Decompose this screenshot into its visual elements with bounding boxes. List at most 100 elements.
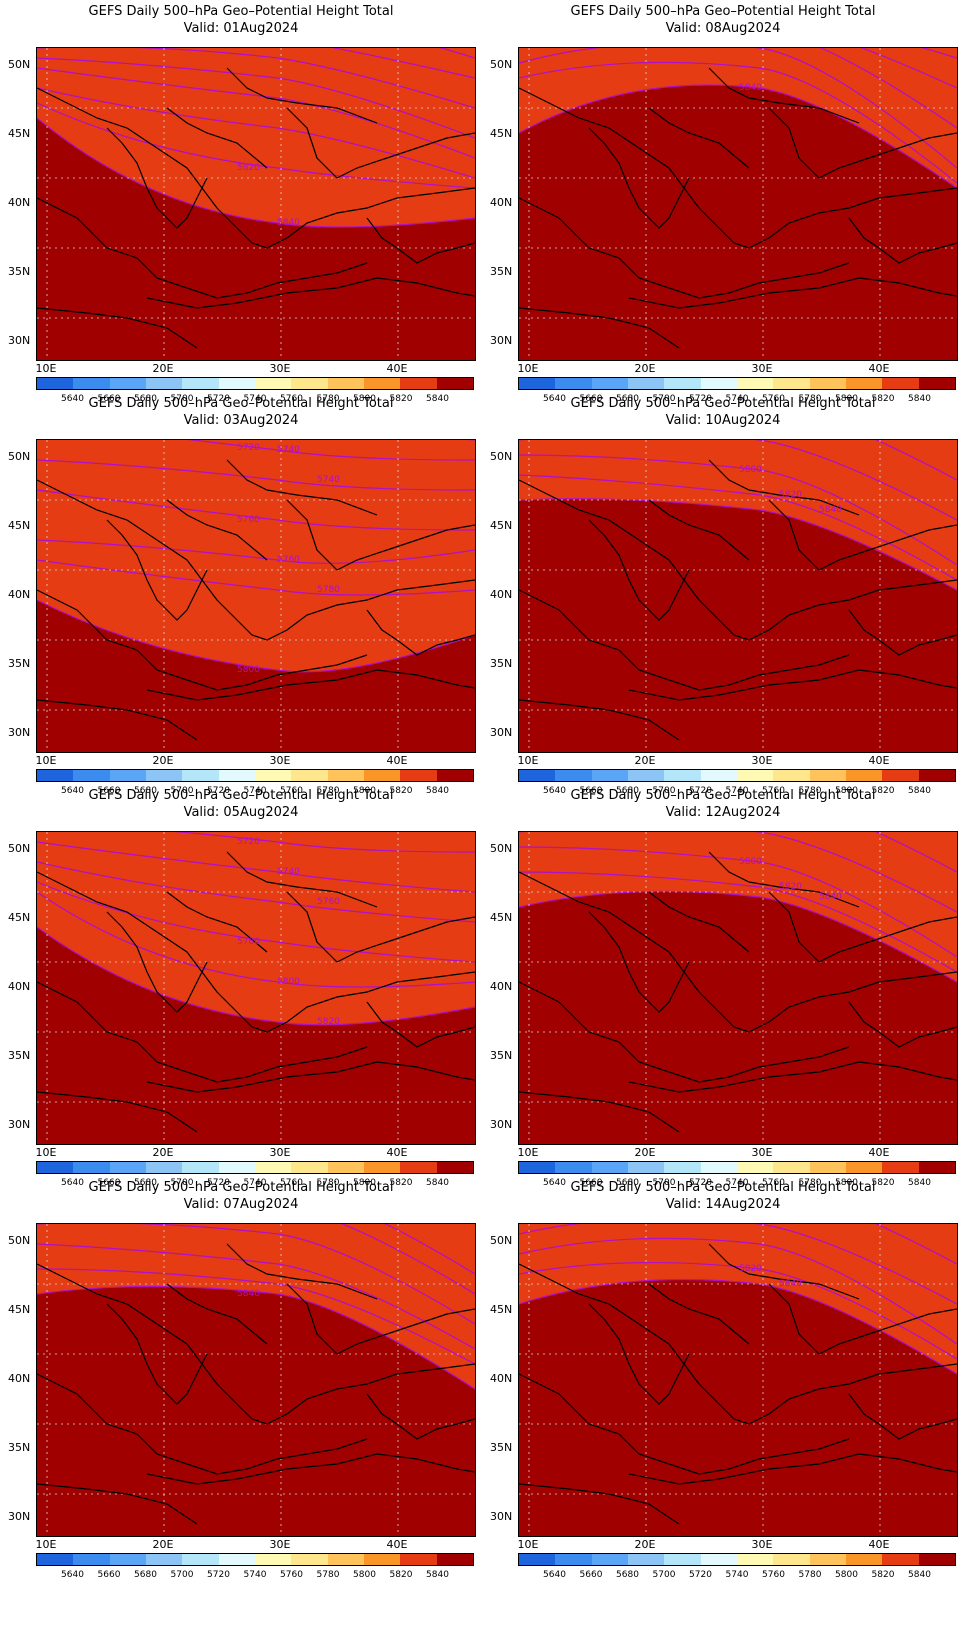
- height-band: [519, 440, 957, 590]
- contour-line: [173, 832, 475, 853]
- colorbar-swatch: [882, 770, 919, 781]
- colorbar-label: 5780: [798, 1178, 822, 1188]
- coastline: [818, 132, 957, 179]
- colorbar-label: 5640: [543, 394, 566, 404]
- map-area: 5800 5820 5840: [518, 831, 958, 1145]
- lat-tick-label: 35N: [490, 657, 513, 670]
- colorbar-swatch: [291, 378, 328, 389]
- colorbar-label: 5640: [543, 1570, 566, 1580]
- panel-title: GEFS Daily 500–hPa Geo–Potential Height …: [482, 3, 964, 37]
- coastline: [37, 699, 198, 741]
- contour-line: [519, 1237, 957, 1345]
- colorbar-label: 5700: [652, 1178, 676, 1188]
- colorbar-swatch: [773, 770, 810, 781]
- coastline: [519, 87, 957, 249]
- colorbar-swatch: [182, 1162, 219, 1173]
- colorbar-swatch: [845, 770, 883, 781]
- colorbar-label: 5820: [871, 394, 895, 404]
- contour-line: [519, 48, 957, 129]
- map-area: 5820 5840: [518, 1223, 958, 1537]
- colorbar-swatch: [109, 1162, 146, 1173]
- colorbar-swatch: [254, 1162, 292, 1173]
- contour-line: [519, 454, 957, 566]
- colorbar: [518, 377, 956, 390]
- colorbar-swatch: [327, 378, 364, 389]
- colorbar-label: 5660: [97, 1570, 121, 1580]
- colorbar-label: 5840: [908, 786, 931, 796]
- colorbar-label: 5700: [652, 1570, 676, 1580]
- lat-tick-label: 35N: [8, 1049, 31, 1062]
- colorbar-label: 5780: [316, 1570, 340, 1580]
- colorbar-label: 5680: [616, 1178, 639, 1188]
- colorbar-label: 5840: [426, 1570, 449, 1580]
- colorbar-swatch: [363, 1162, 401, 1173]
- colorbar-label: 5740: [725, 786, 749, 796]
- panel-title: GEFS Daily 500–hPa Geo–Potential Height …: [0, 1179, 482, 1213]
- lat-tick-label: 50N: [490, 842, 513, 855]
- colorbar-label: 5720: [689, 1178, 712, 1188]
- valid-date: Valid: 05Aug2024: [183, 805, 299, 820]
- colorbar-swatch: [591, 770, 628, 781]
- contour-line: [37, 117, 475, 228]
- coastline: [336, 1308, 475, 1355]
- colorbar-swatch: [254, 378, 292, 389]
- colorbar-label: 5800: [353, 1570, 376, 1580]
- lon-tick-label: 40E: [386, 754, 408, 767]
- lat-tick-label: 45N: [8, 911, 31, 924]
- coastline: [37, 87, 475, 249]
- colorbar-swatch: [145, 770, 183, 781]
- colorbar-label: 5680: [134, 786, 157, 796]
- contour-label: 5820: [739, 1264, 762, 1274]
- contour-label: 5800: [237, 665, 260, 675]
- title-line: GEFS Daily 500–hPa Geo–Potential Height …: [88, 1180, 394, 1195]
- coastline: [519, 1091, 680, 1133]
- lat-tick-label: 40N: [8, 1372, 31, 1385]
- coastline: [519, 699, 680, 741]
- colorbar-label: 5820: [389, 1570, 413, 1580]
- coastline: [708, 67, 860, 124]
- colorbar-swatch: [218, 770, 255, 781]
- colorbar-label: 5640: [61, 1570, 84, 1580]
- coastline: [588, 519, 690, 621]
- colorbar-label: 5780: [798, 394, 822, 404]
- contour-line: [37, 459, 475, 491]
- colorbar-swatch: [73, 378, 110, 389]
- coastline: [37, 1483, 198, 1525]
- coastline: [226, 851, 378, 908]
- lon-tick-label: 10E: [35, 362, 57, 375]
- title-line: GEFS Daily 500–hPa Geo–Potential Height …: [88, 788, 394, 803]
- contour-line: [37, 489, 475, 531]
- colorbar-swatch: [627, 770, 665, 781]
- colorbar-label: 5820: [871, 1570, 895, 1580]
- height-band: [37, 48, 475, 227]
- contour-line: [37, 881, 475, 963]
- lon-tick-label: 10E: [35, 754, 57, 767]
- colorbar-swatch: [591, 1162, 628, 1173]
- colorbar-label: 5640: [61, 1178, 84, 1188]
- colorbar-swatch: [664, 1162, 701, 1173]
- lat-tick-label: 40N: [490, 196, 513, 209]
- coastline: [648, 1283, 750, 1345]
- title-line: GEFS Daily 500–hPa Geo–Potential Height …: [570, 1180, 876, 1195]
- colorbar-label: 5720: [689, 786, 712, 796]
- colorbar-swatch: [327, 770, 364, 781]
- coastline: [226, 67, 378, 124]
- colorbar-swatch: [37, 1162, 74, 1173]
- contour-line: [37, 1224, 475, 1325]
- colorbar-label: 5680: [134, 1570, 157, 1580]
- coastline: [166, 891, 268, 953]
- colorbar-swatch: [809, 770, 846, 781]
- lon-tick-label: 20E: [634, 1538, 656, 1551]
- colorbar-label: 5660: [97, 394, 121, 404]
- colorbar-label: 5760: [280, 786, 303, 796]
- coastline: [848, 217, 957, 264]
- panel-07aug: GEFS Daily 500–hPa Geo–Potential Height …: [0, 1176, 482, 1586]
- colorbar-label: 5700: [170, 1570, 194, 1580]
- colorbar-label: 5780: [798, 786, 822, 796]
- coastline: [37, 871, 475, 1033]
- title-line: GEFS Daily 500–hPa Geo–Potential Height …: [570, 396, 876, 411]
- colorbar-label: 5820: [389, 786, 413, 796]
- lon-tick-label: 10E: [35, 1538, 57, 1551]
- colorbar-swatch: [519, 770, 556, 781]
- coastline: [519, 479, 957, 641]
